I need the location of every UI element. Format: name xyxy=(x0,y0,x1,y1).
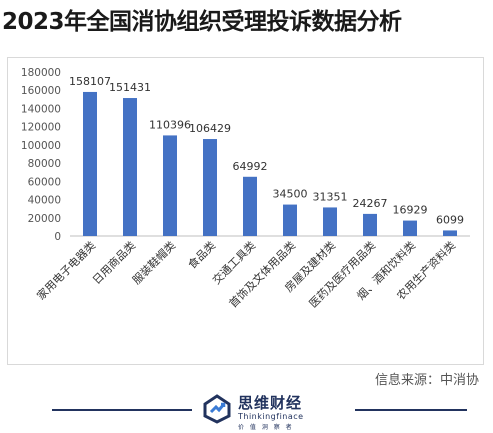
data-label: 110396 xyxy=(149,118,191,131)
data-label: 31351 xyxy=(313,190,348,203)
y-tick-label: 20000 xyxy=(28,213,61,225)
bar xyxy=(203,139,217,236)
x-tick-label: 医药及医疗用品类 xyxy=(306,238,378,310)
bar xyxy=(243,176,257,236)
y-tick-label: 0 xyxy=(54,231,61,243)
bar xyxy=(123,98,137,236)
footer-divider-left xyxy=(52,409,192,411)
bar xyxy=(443,230,457,236)
data-label: 64992 xyxy=(233,160,268,173)
x-tick-label: 服装鞋帽类 xyxy=(129,238,178,287)
x-tick-label: 首饰及文体用品类 xyxy=(226,238,298,310)
brand-name: 思维财经 xyxy=(238,394,303,412)
footer-divider-right xyxy=(355,409,467,411)
data-label: 158107 xyxy=(69,75,111,88)
y-tick-label: 160000 xyxy=(21,85,61,97)
x-tick-label: 食品类 xyxy=(185,238,218,271)
bar xyxy=(403,220,417,236)
data-label: 6099 xyxy=(436,213,464,226)
source-note: 信息来源：中消协 xyxy=(374,373,479,388)
brand-subtitle: Thinkingfinace xyxy=(238,412,304,421)
bar xyxy=(283,204,297,236)
data-label: 106429 xyxy=(189,122,231,135)
brand-tagline: 价 值 洞 察 者 xyxy=(238,424,294,431)
data-label: 16929 xyxy=(393,204,428,217)
y-tick-label: 80000 xyxy=(28,158,61,170)
y-tick-label: 180000 xyxy=(21,67,61,79)
y-tick-label: 100000 xyxy=(21,140,61,152)
bar-chart: 0 20000 40000 60000 80000 100000 120000 140000 1… xyxy=(21,67,470,310)
bar xyxy=(323,207,337,236)
brand-logo-block: 思维财经 Thinkingfinace 价 值 洞 察 者 xyxy=(202,392,352,432)
data-label: 34500 xyxy=(273,188,308,201)
page-title: 2023年全国消协组织受理投诉数据分析 xyxy=(2,9,402,35)
y-tick-label: 120000 xyxy=(21,122,61,134)
chart-panel: 0 20000 40000 60000 80000 100000 120000 140000 1… xyxy=(7,57,484,365)
data-label: 24267 xyxy=(353,197,388,210)
bar xyxy=(363,213,377,236)
y-tick-label: 140000 xyxy=(21,103,61,115)
bar xyxy=(83,91,97,236)
bar xyxy=(163,135,177,236)
y-tick-label: 40000 xyxy=(28,195,61,207)
x-tick-label: 家用电子电器类 xyxy=(34,238,98,302)
data-label: 151431 xyxy=(109,81,151,94)
brand-logo-icon xyxy=(203,394,231,424)
y-tick-label: 60000 xyxy=(28,176,61,188)
